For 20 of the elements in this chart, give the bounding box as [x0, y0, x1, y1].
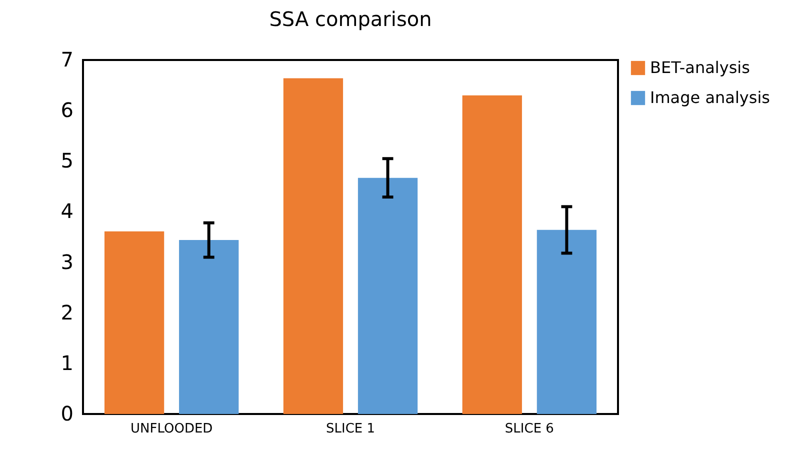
bar — [283, 78, 344, 414]
bar — [536, 230, 597, 414]
y-tick-label: 4 — [60, 199, 74, 224]
legend-label: BET-analysis — [650, 58, 750, 77]
y-tick-label: 2 — [60, 300, 74, 324]
y-tick-label: 3 — [60, 250, 74, 274]
y-tick-label: 0 — [60, 402, 74, 426]
bar — [358, 178, 418, 414]
y-tick-label: 5 — [60, 148, 74, 173]
x-tick-label: SLICE 6 — [504, 422, 554, 436]
y-tick-label: 7 — [60, 48, 74, 72]
y-tick-label: 6 — [60, 98, 74, 122]
x-tick-label: SLICE 1 — [326, 422, 376, 436]
legend-label: Image analysis — [650, 88, 770, 107]
bar — [104, 231, 164, 414]
x-tick-label: UNFLOODED — [130, 422, 213, 436]
bar — [462, 95, 522, 414]
bar — [179, 240, 239, 414]
y-tick-label: 1 — [60, 350, 74, 375]
chart-title: SSA comparison — [269, 7, 432, 31]
